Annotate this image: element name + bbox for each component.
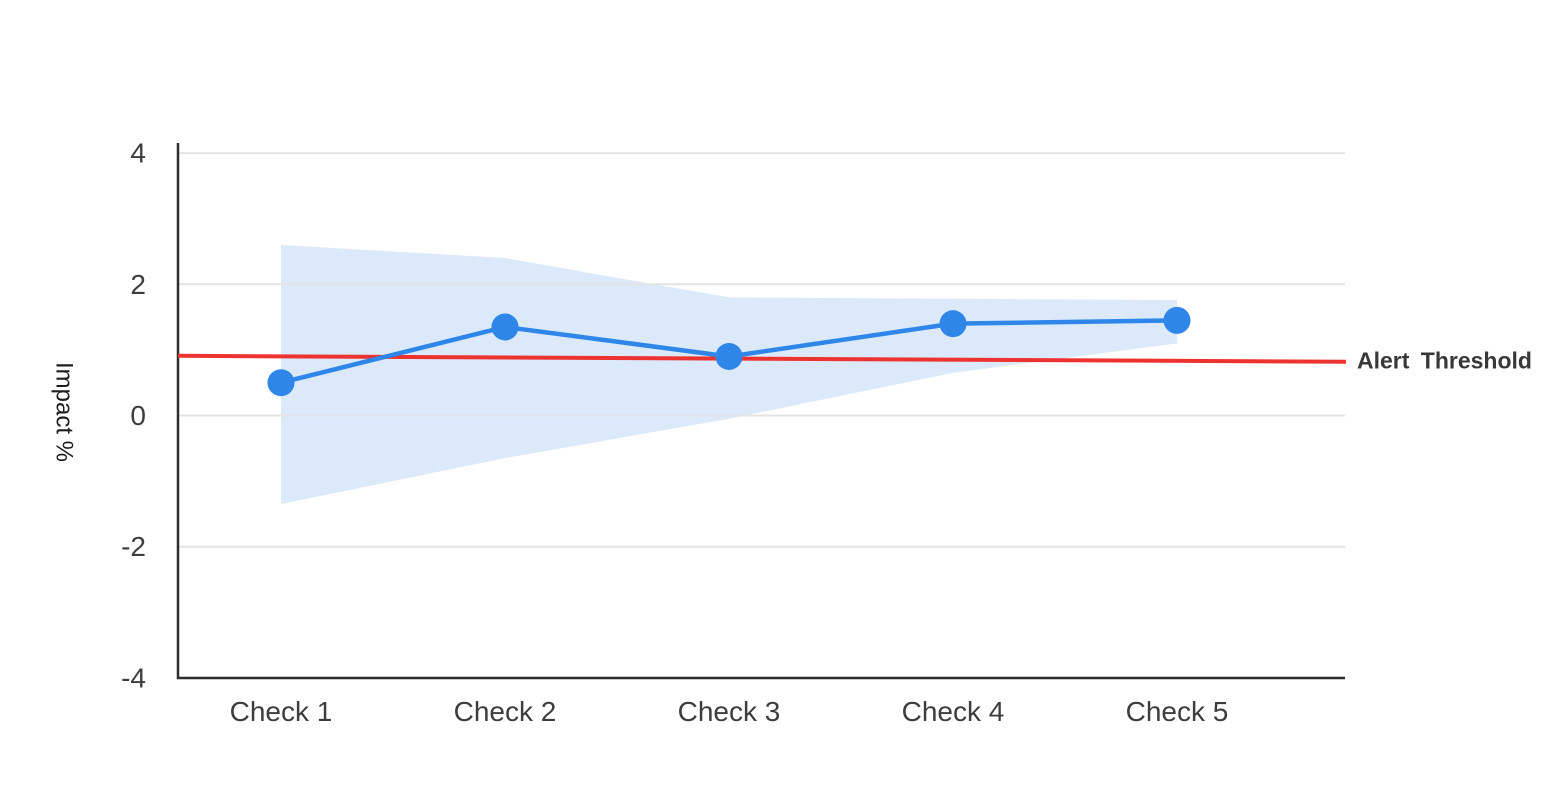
- data-point-check-3: [715, 342, 743, 370]
- y-tick-label: -2: [121, 531, 146, 562]
- confidence-band: [281, 244, 1177, 505]
- y-tick-label: 0: [130, 400, 146, 431]
- x-category-label: Check 2: [454, 696, 557, 727]
- y-tick-label: 2: [130, 269, 146, 300]
- y-axis-title: Impact %: [51, 362, 78, 462]
- x-category-label: Check 3: [678, 696, 781, 727]
- data-point-check-2: [491, 313, 519, 341]
- alert-threshold-line: [177, 353, 1347, 364]
- x-category-label: Check 4: [902, 696, 1005, 727]
- data-point-check-5: [1163, 306, 1191, 334]
- x-category-label: Check 1: [230, 696, 333, 727]
- y-tick-label: 4: [130, 138, 146, 169]
- x-category-label: Check 5: [1126, 696, 1229, 727]
- data-point-check-1: [267, 369, 295, 397]
- data-point-check-4: [939, 310, 967, 338]
- alert-threshold-label: Alert Threshold: [1357, 348, 1532, 374]
- y-tick-label: -4: [121, 662, 146, 693]
